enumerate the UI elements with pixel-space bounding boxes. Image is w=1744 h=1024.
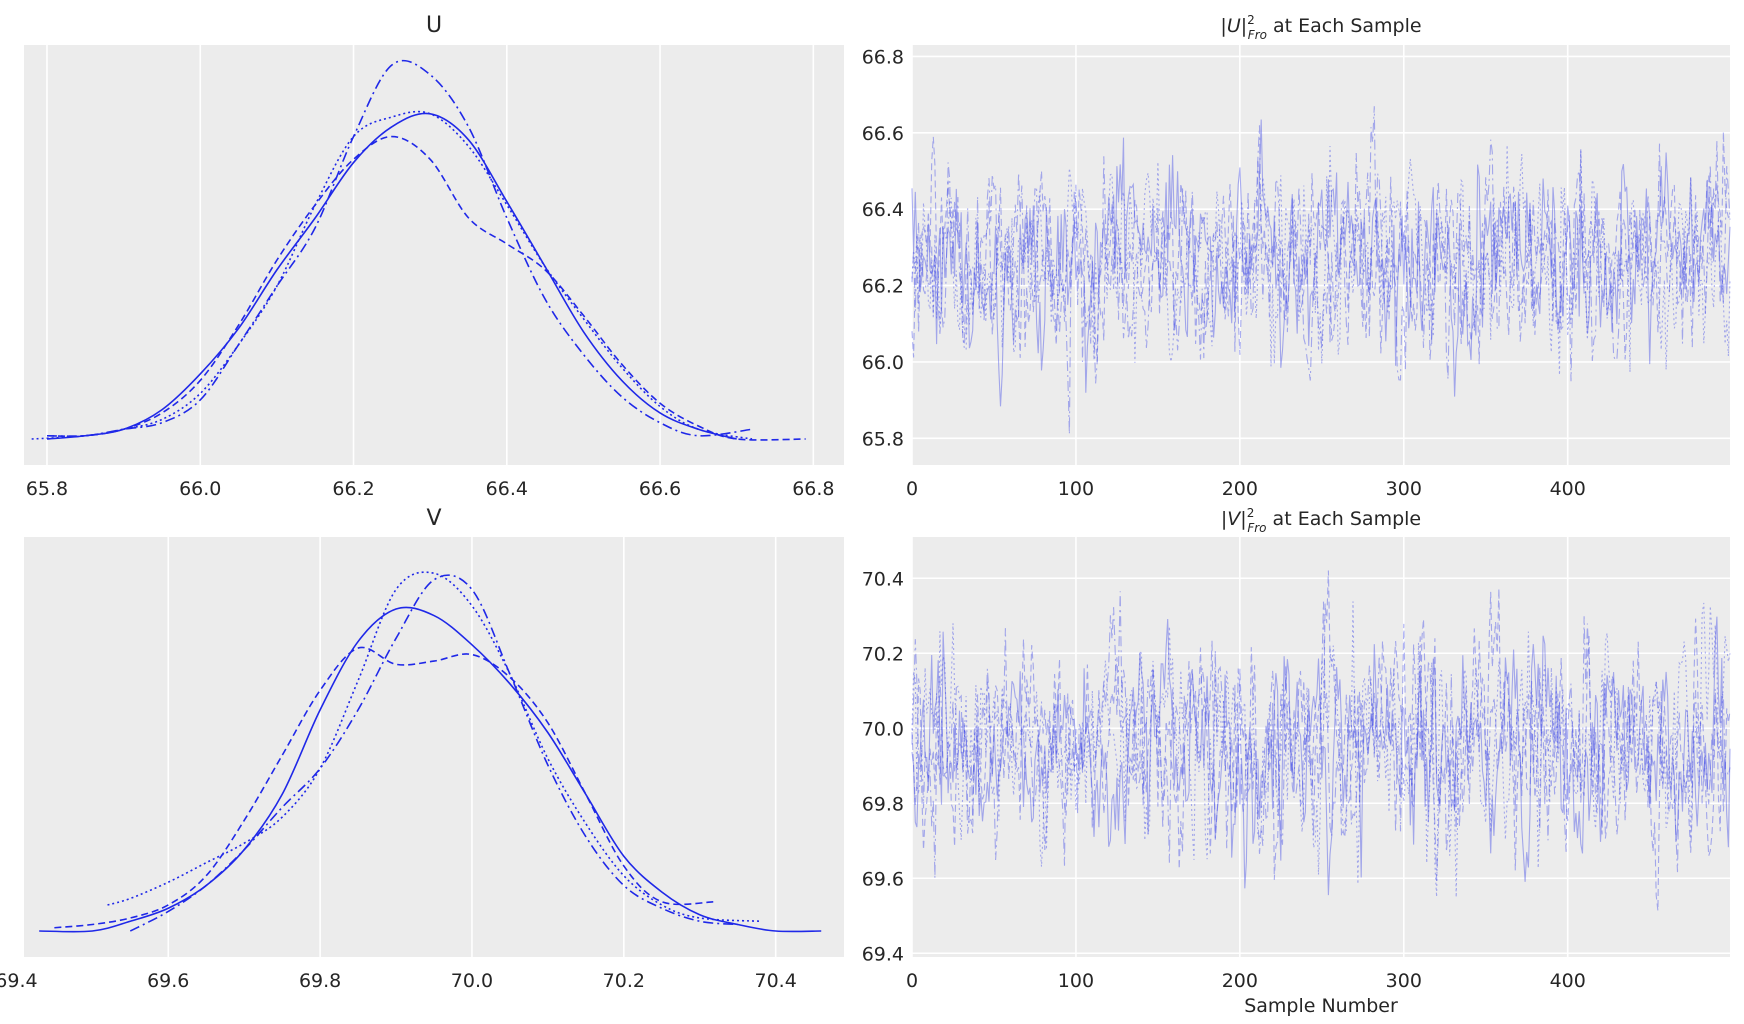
y-tick-label: 66.4 bbox=[862, 199, 904, 221]
trace-line-solid bbox=[911, 616, 1731, 896]
x-tick-label: 70.2 bbox=[603, 970, 645, 992]
plot-area bbox=[24, 537, 844, 957]
y-tick-label: 66.2 bbox=[862, 276, 904, 298]
panel-title: |V|2 Fro at Each Sample bbox=[1221, 506, 1421, 535]
x-tick-label: 69.4 bbox=[0, 970, 38, 992]
y-tick-label: 69.8 bbox=[862, 793, 904, 815]
x-tick-label: 70.4 bbox=[755, 970, 797, 992]
plot-area bbox=[912, 537, 1730, 957]
x-tick-label: 66.8 bbox=[792, 478, 834, 500]
plot-area bbox=[24, 45, 844, 465]
x-tick-label: 100 bbox=[1058, 478, 1094, 500]
kde-line-dashdot bbox=[46, 59, 753, 438]
trace-line-dashdot bbox=[911, 106, 1731, 435]
kde-plot-U: 65.8 66.0 66.2 66.4 66.6 66.8 U bbox=[24, 13, 844, 500]
trace-plot-V: 0 100 200 300 400 69.4 69.6 69.8 70.0 70.2 70.4 |V|… bbox=[862, 506, 1731, 1017]
kde-line-solid bbox=[46, 112, 737, 440]
trace-plot-U: 0 100 200 300 400 65.8 66.0 66.2 66.4 66.6 66.8 |U|… bbox=[862, 13, 1731, 500]
x-tick-label: 100 bbox=[1058, 970, 1094, 992]
kde-line-dashdot bbox=[129, 574, 738, 932]
trace-line-dashed bbox=[911, 570, 1731, 911]
trace-line-dotted bbox=[911, 144, 1731, 376]
x-tick-label: 300 bbox=[1386, 970, 1422, 992]
x-tick-label: 69.8 bbox=[299, 970, 341, 992]
y-tick-label: 66.6 bbox=[862, 123, 904, 145]
trace-line-dashed bbox=[911, 131, 1731, 365]
x-tick-label: 400 bbox=[1550, 970, 1586, 992]
panel-title: |U|2 Fro at Each Sample bbox=[1220, 13, 1421, 42]
kde-line-solid bbox=[39, 606, 822, 933]
x-tick-label: 66.0 bbox=[179, 478, 221, 500]
x-tick-label: 65.8 bbox=[26, 478, 68, 500]
y-tick-label: 69.6 bbox=[862, 868, 904, 890]
y-tick-label: 70.0 bbox=[862, 718, 904, 740]
x-tick-label: 0 bbox=[906, 970, 918, 992]
x-tick-label: 66.2 bbox=[332, 478, 374, 500]
x-tick-label: 400 bbox=[1550, 478, 1586, 500]
x-tick-label: 200 bbox=[1222, 478, 1258, 500]
panel-title: V bbox=[426, 506, 441, 531]
x-tick-label: 66.6 bbox=[639, 478, 681, 500]
kde-line-dashed bbox=[54, 646, 715, 929]
x-tick-label: 70.0 bbox=[451, 970, 493, 992]
panel-title: U bbox=[426, 13, 442, 38]
trace-line-solid bbox=[911, 119, 1731, 407]
kde-line-dotted bbox=[31, 110, 753, 440]
trace-line-dashdot bbox=[911, 591, 1731, 881]
x-axis-label: Sample Number bbox=[1244, 995, 1398, 1017]
x-tick-label: 0 bbox=[906, 478, 918, 500]
kde-plot-V: 69.4 69.6 69.8 70.0 70.2 70.4 V bbox=[0, 506, 844, 992]
x-tick-label: 200 bbox=[1222, 970, 1258, 992]
x-tick-label: 69.6 bbox=[147, 970, 189, 992]
y-tick-label: 66.0 bbox=[862, 352, 904, 374]
y-tick-label: 69.4 bbox=[862, 943, 904, 965]
kde-line-dotted bbox=[107, 571, 761, 923]
y-tick-label: 65.8 bbox=[862, 428, 904, 450]
y-tick-label: 66.8 bbox=[862, 46, 904, 68]
kde-line-dashed bbox=[46, 135, 806, 441]
x-tick-label: 66.4 bbox=[486, 478, 528, 500]
plot-area bbox=[912, 45, 1730, 465]
y-tick-label: 70.4 bbox=[862, 568, 904, 590]
y-tick-label: 70.2 bbox=[862, 643, 904, 665]
x-tick-label: 300 bbox=[1386, 478, 1422, 500]
